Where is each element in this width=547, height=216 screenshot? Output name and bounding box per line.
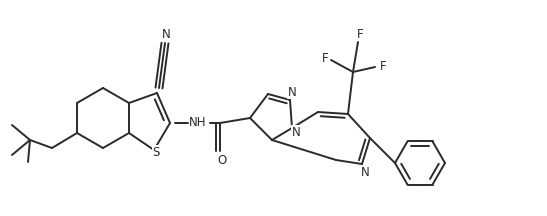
Text: N: N — [292, 125, 300, 138]
Text: N: N — [360, 165, 369, 178]
Text: N: N — [288, 86, 296, 98]
Text: N: N — [161, 29, 170, 41]
Text: O: O — [217, 154, 226, 167]
Text: F: F — [380, 60, 386, 73]
Text: F: F — [357, 27, 363, 41]
Text: F: F — [322, 51, 328, 65]
Text: S: S — [152, 146, 160, 159]
Text: NH: NH — [189, 116, 207, 130]
